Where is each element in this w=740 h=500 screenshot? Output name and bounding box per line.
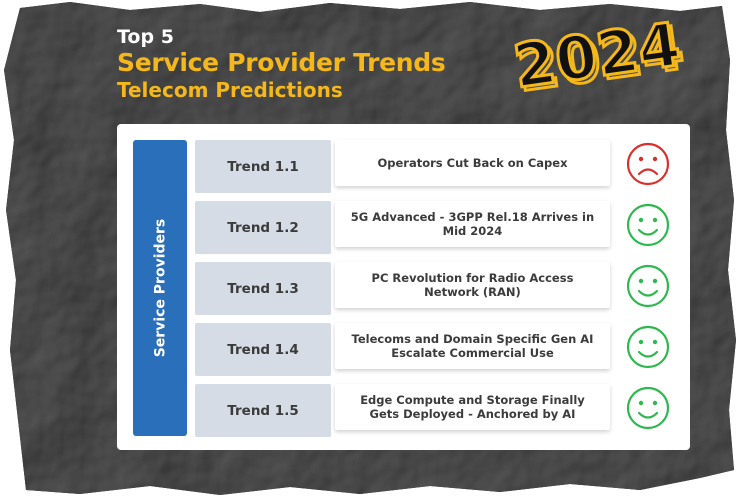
service-providers-bar: Service Providers (133, 140, 187, 436)
trend-description: Operators Cut Back on Capex (335, 140, 610, 186)
trend-label: Trend 1.2 (195, 201, 331, 254)
trend-label: Trend 1.1 (195, 140, 331, 193)
trend-row: Trend 1.5 Edge Compute and Storage Final… (195, 384, 690, 437)
trend-label: Trend 1.4 (195, 323, 331, 376)
page-subtitle: Telecom Predictions (117, 78, 343, 102)
trend-row: Trend 1.4 Telecoms and Domain Specific G… (195, 323, 690, 376)
heading-top5: Top 5 (117, 26, 174, 48)
trend-description: Edge Compute and Storage Finally Gets De… (335, 384, 610, 430)
trend-description: 5G Advanced - 3GPP Rel.18 Arrives in Mid… (335, 201, 610, 247)
trend-row: Trend 1.3 PC Revolution for Radio Access… (195, 262, 690, 315)
happy-face-icon (626, 325, 670, 369)
happy-face-icon (626, 386, 670, 430)
year-text: 2024 (510, 18, 685, 100)
trend-row: Trend 1.2 5G Advanced - 3GPP Rel.18 Arri… (195, 201, 690, 254)
trend-description: Telecoms and Domain Specific Gen AI Esca… (335, 323, 610, 369)
service-providers-label: Service Providers (152, 218, 169, 358)
trend-label: Trend 1.3 (195, 262, 331, 315)
page-title: Service Provider Trends (117, 48, 446, 77)
happy-face-icon (626, 264, 670, 308)
trends-card: Service Providers Trend 1.1 Operators Cu… (117, 124, 690, 450)
sad-face-icon (626, 142, 670, 186)
trend-description: PC Revolution for Radio Access Network (… (335, 262, 610, 308)
trend-label: Trend 1.5 (195, 384, 331, 437)
trend-row: Trend 1.1 Operators Cut Back on Capex (195, 140, 690, 193)
happy-face-icon (626, 203, 670, 247)
year-badge: 2024 2024 (510, 18, 685, 100)
heading-block: Top 5 Service Provider Trends Telecom Pr… (117, 26, 446, 102)
